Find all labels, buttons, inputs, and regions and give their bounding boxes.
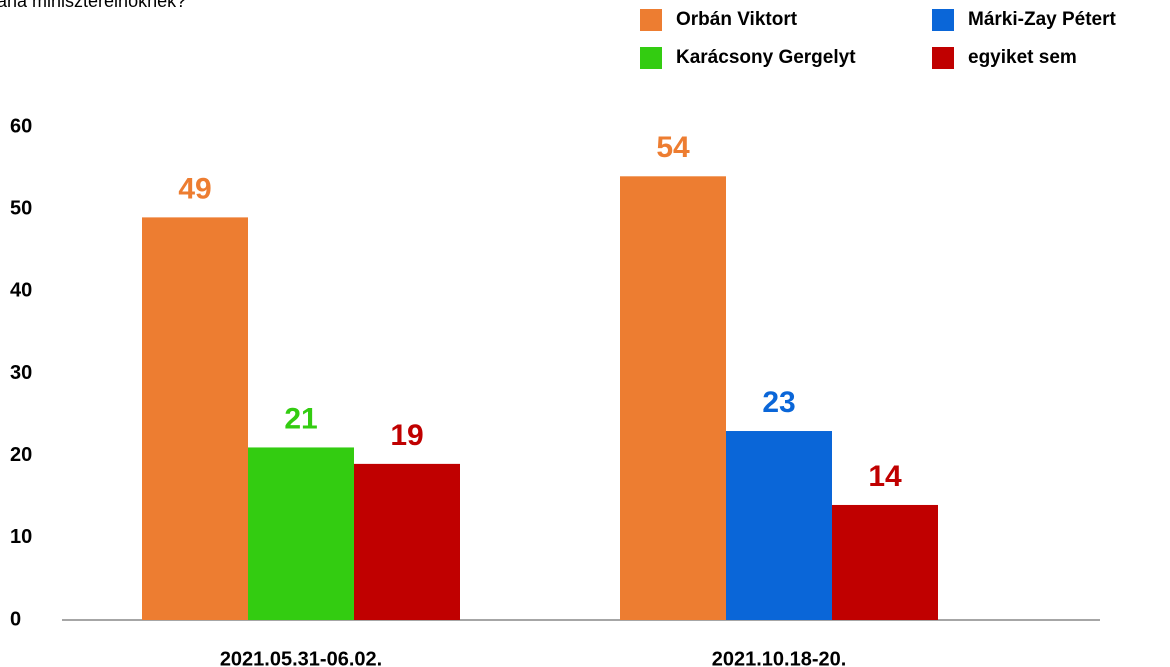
bar — [248, 447, 354, 620]
data-label: 19 — [390, 419, 423, 452]
legend-label: Márki-Zay Pétert — [968, 9, 1117, 30]
y-tick-label: 0 — [10, 608, 21, 630]
chart-title: tana miniszterelnöknek? — [0, 0, 186, 11]
x-tick-label: 2021.05.31-06.02. — [220, 648, 382, 667]
legend-swatch — [932, 47, 954, 69]
y-tick-label: 40 — [10, 280, 32, 302]
y-tick-label: 20 — [10, 444, 32, 466]
legend-swatch — [932, 9, 954, 31]
y-tick-label: 60 — [10, 115, 32, 137]
legend-swatch — [640, 47, 662, 69]
bar — [354, 463, 460, 620]
data-label: 54 — [656, 131, 690, 164]
x-tick-label: 2021.10.18-20. — [712, 648, 847, 667]
y-tick-label: 30 — [10, 362, 32, 384]
bar — [832, 504, 938, 620]
bar — [620, 176, 726, 621]
y-tick-label: 10 — [10, 526, 32, 548]
data-label: 21 — [284, 402, 317, 435]
legend-label: egyiket sem — [968, 47, 1077, 68]
y-tick-label: 50 — [10, 197, 32, 219]
legend-swatch — [640, 9, 662, 31]
legend-label: Orbán Viktort — [676, 9, 798, 30]
data-label: 14 — [868, 460, 902, 493]
bar — [726, 431, 832, 620]
data-label: 23 — [762, 386, 795, 419]
data-label: 49 — [178, 172, 211, 205]
bar — [142, 217, 248, 620]
legend-label: Karácsony Gergelyt — [676, 47, 856, 68]
